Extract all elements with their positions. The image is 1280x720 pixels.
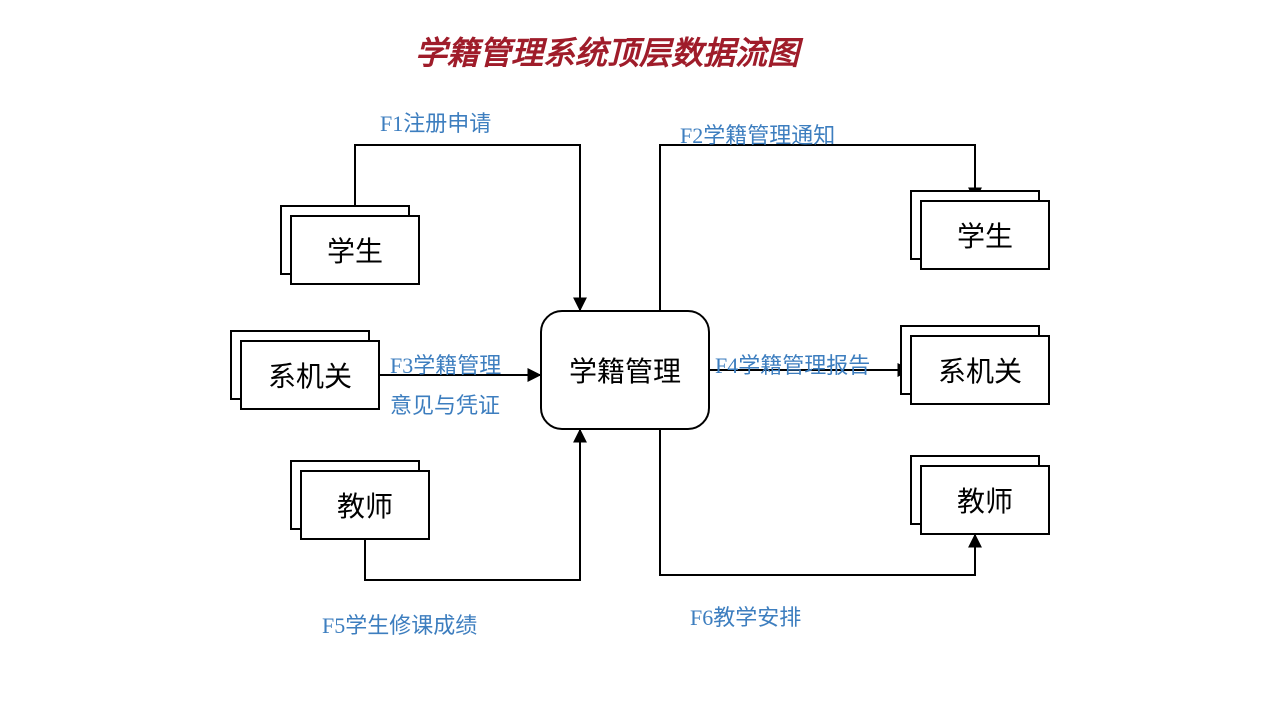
entity-left_teacher: 教师 xyxy=(300,470,430,540)
flow-label-F6: F6教学安排 xyxy=(690,600,801,632)
diagram-title: 学籍管理系统顶层数据流图 xyxy=(415,28,799,74)
flow-label2-F3: 意见与凭证 xyxy=(390,388,500,420)
entity-right_student: 学生 xyxy=(920,200,1050,270)
entity-right_teacher: 教师 xyxy=(920,465,1050,535)
flow-label-F1: F1注册申请 xyxy=(380,106,491,138)
flow-label-F4: F4学籍管理报告 xyxy=(715,348,870,380)
entity-left_dept: 系机关 xyxy=(240,340,380,410)
entity-right_dept: 系机关 xyxy=(910,335,1050,405)
flow-label-F3: F3学籍管理 xyxy=(390,348,501,380)
flow-label-F5: F5学生修课成绩 xyxy=(322,608,477,640)
process-center: 学籍管理 xyxy=(540,310,710,430)
entity-left_student: 学生 xyxy=(290,215,420,285)
flow-label-F2: F2学籍管理通知 xyxy=(680,118,835,150)
